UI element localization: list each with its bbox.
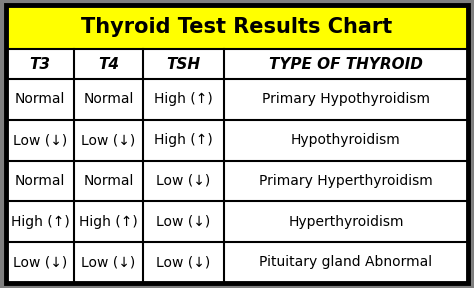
Text: Low (↓): Low (↓) (13, 133, 67, 147)
Text: Normal: Normal (15, 92, 65, 106)
Text: T3: T3 (29, 56, 50, 71)
Text: Low (↓): Low (↓) (156, 215, 210, 229)
Text: Low (↓): Low (↓) (81, 133, 136, 147)
Text: Low (↓): Low (↓) (13, 255, 67, 270)
Text: TSH: TSH (166, 56, 200, 71)
Text: High (↑): High (↑) (79, 215, 138, 229)
Text: Thyroid Test Results Chart: Thyroid Test Results Chart (82, 17, 392, 37)
Text: Pituitary gland Abnormal: Pituitary gland Abnormal (259, 255, 432, 270)
Text: Normal: Normal (15, 174, 65, 188)
Text: Low (↓): Low (↓) (156, 255, 210, 270)
Text: High (↑): High (↑) (154, 92, 212, 106)
Text: Normal: Normal (83, 92, 134, 106)
Text: Normal: Normal (83, 174, 134, 188)
Text: TYPE OF THYROID: TYPE OF THYROID (269, 56, 423, 71)
Text: High (↑): High (↑) (10, 215, 69, 229)
Text: Low (↓): Low (↓) (81, 255, 136, 270)
Bar (6, 5, 468, 49)
Text: Primary Hypothyroidism: Primary Hypothyroidism (262, 92, 430, 106)
Text: High (↑): High (↑) (154, 133, 212, 147)
Text: Hyperthyroidism: Hyperthyroidism (288, 215, 404, 229)
Text: T4: T4 (98, 56, 119, 71)
Text: Low (↓): Low (↓) (156, 174, 210, 188)
Text: Hypothyroidism: Hypothyroidism (291, 133, 401, 147)
Text: Primary Hyperthyroidism: Primary Hyperthyroidism (259, 174, 433, 188)
